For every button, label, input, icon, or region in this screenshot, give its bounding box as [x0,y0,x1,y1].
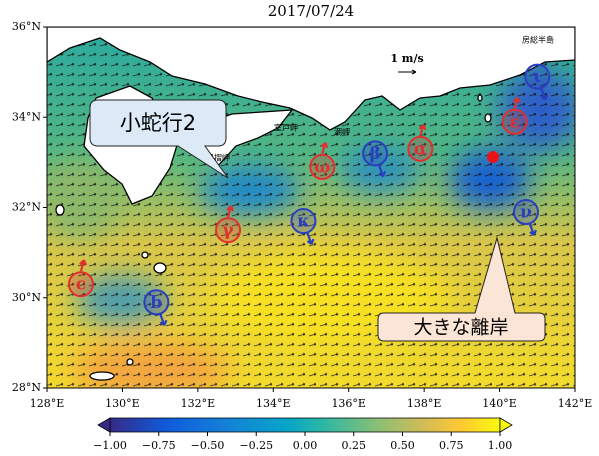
eddy-arrow [306,232,315,245]
y-tick-label: 28°N [12,381,41,394]
eddy: c [67,259,94,298]
eddy-arrow [79,259,87,272]
y-tick-label: 30°N [12,291,41,304]
colorbar-tick-label: −0.25 [239,439,273,452]
place-name: 房総半島 [522,35,554,45]
eddy: ι [524,63,551,101]
eddy: γ [215,205,242,244]
colorbar-tick-label: −0.75 [142,439,176,452]
place-name: 潮岬 [334,127,350,137]
eddy-arrow [159,313,168,327]
callout-text: 大きな離岸 [413,317,508,339]
eddy-arrow [418,124,427,137]
eddy: ω [309,142,336,180]
y-tick-label: 36°N [12,20,41,33]
x-tick-label: 132°E [181,397,216,410]
eddy-label: γ [222,221,234,241]
eddy-label: β [369,144,380,164]
eddy-marker [362,140,389,167]
x-tick-label: 138°E [407,397,442,410]
x-tick-label: 134°E [256,397,291,410]
scale-arrow-line [398,69,417,75]
scale-arrow: 1 m/s [390,52,424,75]
marker [487,151,499,163]
eddy-label: α [414,139,427,159]
eddy: ν [512,199,539,236]
y-tick-label: 32°N [12,201,41,214]
x-tick-label: 142°E [558,397,593,410]
colorbar-tick-label: 0.75 [439,439,464,452]
colorbar-tick-label: 0.25 [342,439,367,452]
eddy-marker [215,217,242,244]
eddy-marker [290,208,317,235]
eddy-arrow [528,223,537,236]
place-name: 室戸岬 [274,123,298,133]
eddy-arrow [226,205,235,218]
eddy-arrow [378,164,387,178]
colorbar: −1.00 −0.75 −0.50 −0.25 0.00 0.25 0.50 0.75 1.00 [93,417,513,452]
eddy-label: ω [314,157,330,177]
callout-text: 小蛇行2 [120,111,196,135]
colorbar-tick-label: −0.50 [191,439,225,452]
eddy-marker [501,108,528,135]
eddy: α [407,124,434,162]
x-tick-label: 136°E [331,397,366,410]
eddy-marker [67,271,94,298]
x-tick-label: 128°E [30,397,65,410]
eddy: β [362,140,389,178]
eddy-label: b [150,293,162,313]
place-name: 足摺岬 [206,153,230,163]
scale-label: 1 m/s [390,52,423,65]
eddy: κ [290,208,317,245]
colorbar-tick-label: 0.50 [390,439,415,452]
eddy-marker [512,199,539,226]
eddy-marker [143,289,170,316]
eddy-marker [524,63,551,90]
eddy-label: ε [509,112,519,132]
eddy: ε [501,96,528,135]
callout: 大きな離岸 [377,236,546,342]
eddy-arrow [320,142,329,155]
title: 2017/07/24 [268,2,354,20]
callout: 小蛇行2 [89,99,229,179]
x-tick-label: 140°E [482,397,517,410]
eddy: b [143,289,170,327]
x-tick-label: 130°E [105,397,140,410]
eddy-label: ι [533,67,541,87]
y-tick-label: 34°N [12,110,41,123]
eddy-arrow [512,96,521,110]
eddy-label: c [76,275,86,295]
eddy-label: ν [520,203,532,223]
eddy-marker [309,153,336,180]
colorbar-tick-label: 0.00 [293,439,318,452]
colorbar-tick-label: −1.00 [93,439,127,452]
eddy-marker [407,135,434,162]
colorbar-tick-label: 1.00 [488,439,513,452]
eddy-arrow [540,88,549,101]
eddy-label: κ [297,212,310,232]
